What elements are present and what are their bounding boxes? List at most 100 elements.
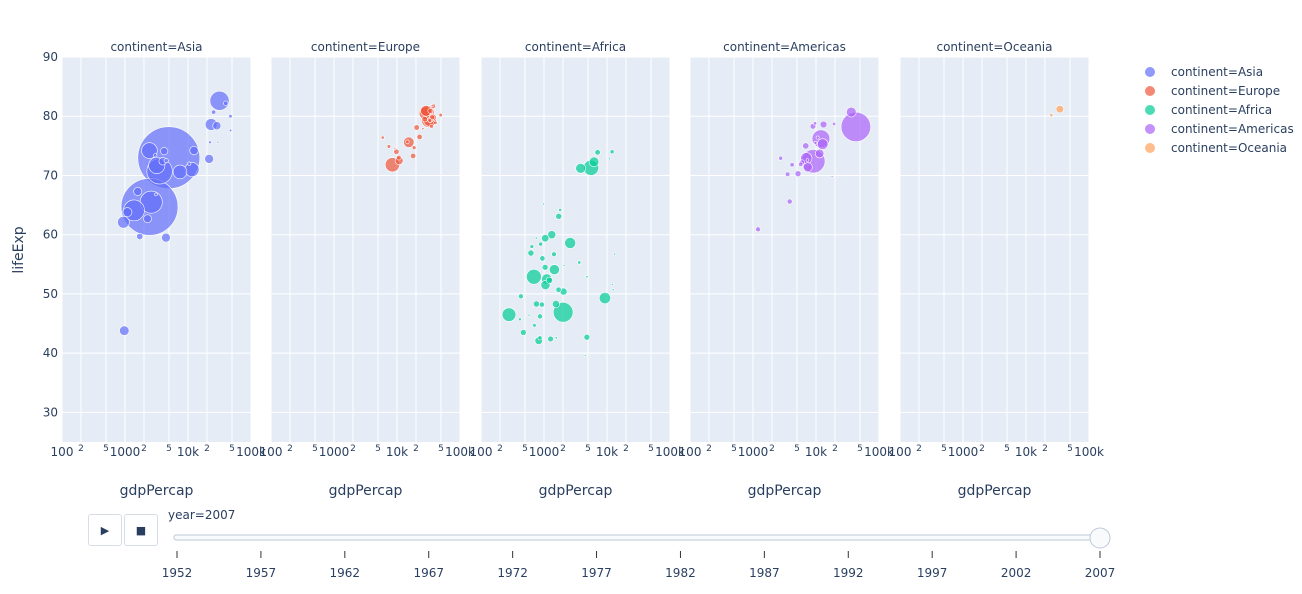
- facet-europe: 100 2 5 1000 2 5 10k 2 5 100kcontinent=EuropegdpP…: [260, 40, 475, 499]
- plot-background: [900, 57, 1089, 442]
- data-point: [518, 317, 522, 322]
- data-point: [172, 164, 188, 180]
- x-tick-label: 10k: [386, 445, 408, 459]
- data-point: [585, 275, 589, 279]
- data-point: [786, 198, 793, 205]
- x-tick-label: 100: [51, 445, 74, 459]
- x-tick-label: 2: [287, 444, 293, 454]
- x-tick-label: 100: [260, 445, 283, 459]
- data-point: [136, 232, 144, 240]
- data-point: [211, 109, 217, 115]
- stop-button[interactable]: ■: [124, 514, 158, 546]
- slider-track[interactable]: [173, 534, 1105, 541]
- x-axis-title: gdpPercap: [329, 483, 403, 499]
- data-point: [228, 128, 233, 133]
- data-point: [161, 232, 171, 243]
- y-axis-title: lifeExp: [11, 226, 27, 273]
- data-point: [208, 140, 212, 145]
- x-tick-label: 5: [103, 444, 109, 454]
- data-point: [520, 329, 527, 336]
- x-tick-label: 2: [350, 444, 356, 454]
- facet-africa: 100 2 5 1000 2 5 10k 2 5 100kcontinent=AfricagdpP…: [470, 40, 685, 499]
- data-point: [133, 187, 143, 196]
- play-button[interactable]: ▶: [88, 514, 122, 546]
- slider-tick-label[interactable]: 2007: [1085, 566, 1116, 580]
- x-tick-label: 2: [204, 444, 210, 454]
- data-point: [554, 336, 558, 340]
- data-point: [393, 147, 397, 151]
- slider-tick-label[interactable]: 1967: [413, 566, 444, 580]
- data-point: [413, 124, 420, 131]
- data-point: [438, 112, 443, 118]
- x-tick-label: 2: [560, 444, 566, 454]
- y-tick-label: 30: [43, 405, 58, 419]
- data-point: [830, 175, 834, 178]
- data-point: [117, 216, 130, 229]
- data-point: [611, 283, 614, 286]
- data-point: [805, 158, 810, 162]
- facet-title: continent=Africa: [525, 40, 626, 54]
- facet-asia: 100 2 5 1000 2 5 10k 2 5 100k30405060708090contin…: [43, 40, 266, 499]
- legend-item[interactable]: continent=Africa: [1171, 103, 1272, 117]
- legend-marker: [1145, 67, 1155, 77]
- data-point: [552, 302, 574, 323]
- x-tick-label: 2: [979, 444, 985, 454]
- x-tick-label: 5: [731, 444, 737, 454]
- data-point: [430, 104, 434, 107]
- data-point: [598, 292, 611, 305]
- y-tick-label: 60: [43, 228, 58, 242]
- slider-tick-label[interactable]: 1992: [833, 566, 864, 580]
- slider-tick-label[interactable]: 1972: [497, 566, 528, 580]
- data-point: [518, 293, 524, 300]
- data-point: [551, 300, 560, 308]
- slider-tick-label[interactable]: 1957: [246, 566, 277, 580]
- x-tick-label: 5: [229, 444, 235, 454]
- x-tick-label: 2: [832, 444, 838, 454]
- legend-item[interactable]: continent=Europe: [1171, 84, 1280, 98]
- data-point: [812, 121, 818, 126]
- x-tick-label: 1000: [529, 445, 560, 459]
- data-point: [538, 241, 543, 247]
- slider-tick-label[interactable]: 1977: [581, 566, 612, 580]
- x-tick-label: 100k: [445, 445, 475, 459]
- slider-tick-label[interactable]: 1952: [162, 566, 193, 580]
- slider-tick-label[interactable]: 1962: [330, 566, 361, 580]
- data-point: [549, 264, 560, 276]
- data-point: [421, 116, 428, 123]
- slider-tick-label[interactable]: 1987: [749, 566, 780, 580]
- data-point: [613, 252, 616, 256]
- plot-background: [481, 57, 670, 442]
- data-point: [545, 276, 553, 284]
- slider-handle[interactable]: [1089, 527, 1111, 549]
- data-point: [541, 234, 550, 243]
- legend-item[interactable]: continent=Oceania: [1171, 141, 1287, 155]
- legend-item[interactable]: continent=Asia: [1171, 65, 1263, 79]
- data-point: [141, 142, 158, 159]
- data-point: [555, 286, 562, 293]
- data-point: [575, 163, 586, 174]
- legend-marker: [1145, 124, 1155, 134]
- x-tick-label: 5: [1004, 444, 1010, 454]
- facet-title: continent=Americas: [723, 40, 846, 54]
- data-point: [534, 236, 538, 240]
- slider-tick-label[interactable]: 1997: [917, 566, 948, 580]
- x-tick-label: 2: [1042, 444, 1048, 454]
- x-tick-label: 2: [141, 444, 147, 454]
- data-point: [427, 118, 433, 123]
- legend-item[interactable]: continent=Americas: [1171, 122, 1294, 136]
- slider-tick-label[interactable]: 2002: [1001, 566, 1032, 580]
- plot-background: [62, 57, 251, 442]
- data-point: [778, 155, 784, 161]
- data-point: [815, 135, 820, 140]
- slider-tick-label[interactable]: 1982: [665, 566, 696, 580]
- x-tick-label: 5: [585, 444, 591, 454]
- x-tick-label: 100k: [236, 445, 266, 459]
- x-tick-label: 10k: [805, 445, 827, 459]
- data-point: [547, 335, 554, 343]
- x-tick-label: 5: [857, 444, 863, 454]
- data-point: [1049, 113, 1054, 118]
- data-point: [527, 313, 531, 317]
- data-point: [143, 214, 152, 224]
- x-tick-label: 2: [706, 444, 712, 454]
- data-point: [577, 260, 582, 265]
